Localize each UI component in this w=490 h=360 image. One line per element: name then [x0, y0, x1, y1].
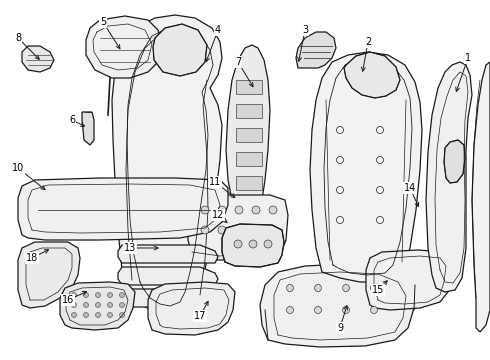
- Circle shape: [120, 292, 124, 297]
- Text: 12: 12: [212, 210, 224, 220]
- Bar: [236, 128, 262, 142]
- Polygon shape: [222, 224, 284, 267]
- Text: 17: 17: [194, 311, 206, 321]
- Text: 4: 4: [215, 25, 221, 35]
- Circle shape: [249, 240, 257, 248]
- Polygon shape: [112, 15, 222, 316]
- Polygon shape: [86, 16, 162, 78]
- Circle shape: [287, 306, 294, 314]
- Circle shape: [370, 284, 377, 292]
- Circle shape: [235, 206, 243, 214]
- Polygon shape: [118, 289, 218, 307]
- Circle shape: [218, 206, 226, 214]
- Circle shape: [83, 312, 89, 318]
- Bar: [236, 176, 262, 190]
- Text: 14: 14: [404, 183, 416, 193]
- Circle shape: [107, 292, 113, 297]
- Circle shape: [107, 312, 113, 318]
- Polygon shape: [296, 32, 336, 68]
- Text: 1: 1: [465, 53, 471, 63]
- Circle shape: [264, 240, 272, 248]
- Circle shape: [72, 302, 76, 307]
- Polygon shape: [344, 52, 400, 98]
- Text: 9: 9: [337, 323, 343, 333]
- Polygon shape: [260, 264, 415, 347]
- Circle shape: [201, 206, 209, 214]
- Circle shape: [234, 240, 242, 248]
- Circle shape: [315, 284, 321, 292]
- Polygon shape: [148, 282, 235, 335]
- Polygon shape: [118, 267, 218, 285]
- Text: 11: 11: [209, 177, 221, 187]
- Circle shape: [218, 226, 226, 234]
- Text: 10: 10: [12, 163, 24, 173]
- Text: 3: 3: [302, 25, 308, 35]
- Text: 15: 15: [372, 285, 384, 295]
- Circle shape: [72, 312, 76, 318]
- Text: 13: 13: [124, 243, 136, 253]
- Polygon shape: [226, 45, 270, 212]
- Polygon shape: [60, 282, 135, 330]
- Bar: [236, 152, 262, 166]
- Polygon shape: [310, 52, 422, 282]
- Circle shape: [120, 302, 124, 307]
- Polygon shape: [18, 178, 228, 240]
- Text: 16: 16: [62, 295, 74, 305]
- Polygon shape: [118, 245, 218, 263]
- Bar: [236, 104, 262, 118]
- Text: 2: 2: [365, 37, 371, 47]
- Polygon shape: [188, 195, 288, 260]
- Polygon shape: [366, 250, 452, 310]
- Circle shape: [343, 284, 349, 292]
- Circle shape: [269, 226, 277, 234]
- Polygon shape: [444, 140, 465, 183]
- Circle shape: [343, 306, 349, 314]
- Bar: [236, 80, 262, 94]
- Circle shape: [252, 206, 260, 214]
- Circle shape: [120, 312, 124, 318]
- Circle shape: [201, 226, 209, 234]
- Circle shape: [269, 206, 277, 214]
- Circle shape: [96, 292, 100, 297]
- Circle shape: [107, 302, 113, 307]
- Text: 18: 18: [26, 253, 38, 263]
- Circle shape: [235, 226, 243, 234]
- Circle shape: [252, 226, 260, 234]
- Text: 8: 8: [15, 33, 21, 43]
- Circle shape: [287, 284, 294, 292]
- Circle shape: [96, 302, 100, 307]
- Circle shape: [370, 306, 377, 314]
- Text: 5: 5: [100, 17, 106, 27]
- Circle shape: [315, 306, 321, 314]
- Text: 7: 7: [235, 57, 241, 67]
- Polygon shape: [18, 242, 80, 308]
- Circle shape: [72, 292, 76, 297]
- Circle shape: [83, 292, 89, 297]
- Polygon shape: [472, 62, 490, 332]
- Circle shape: [83, 302, 89, 307]
- Polygon shape: [82, 112, 94, 145]
- Text: 6: 6: [69, 115, 75, 125]
- Circle shape: [96, 312, 100, 318]
- Polygon shape: [153, 24, 207, 76]
- Polygon shape: [426, 62, 472, 292]
- Polygon shape: [22, 46, 54, 72]
